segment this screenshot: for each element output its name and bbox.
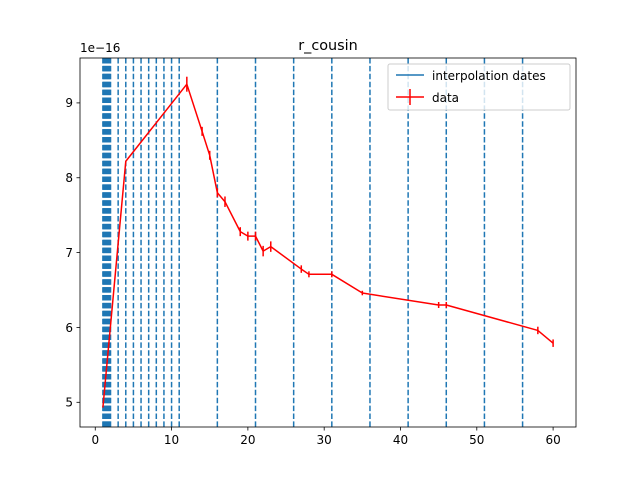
y-tick-label-3: 8 bbox=[65, 171, 73, 185]
x-tick-label-2: 20 bbox=[240, 433, 255, 447]
legend-data-label: data bbox=[432, 91, 459, 105]
x-axis: 0 10 20 30 40 50 60 bbox=[91, 427, 561, 447]
data-series-layer bbox=[102, 76, 554, 408]
y-tick-label-1: 6 bbox=[65, 321, 73, 335]
legend-interpolation-dates-label: interpolation dates bbox=[432, 69, 546, 83]
legend-frame bbox=[387, 63, 571, 111]
legend: interpolation dates data bbox=[387, 63, 571, 111]
data-series-line bbox=[102, 83, 554, 408]
y-tick-label-0: 5 bbox=[65, 396, 73, 410]
x-tick-label-5: 50 bbox=[469, 433, 484, 447]
y-tick-label-2: 7 bbox=[65, 246, 73, 260]
interpolation-dates-layer bbox=[102, 58, 524, 427]
x-tick-label-4: 40 bbox=[393, 433, 408, 447]
x-tick-label-0: 0 bbox=[91, 433, 99, 447]
x-tick-label-1: 10 bbox=[164, 433, 179, 447]
y-axis-offset-text: 1e−16 bbox=[80, 41, 120, 55]
x-tick-label-3: 30 bbox=[317, 433, 332, 447]
y-axis: 5 6 7 8 9 bbox=[65, 96, 80, 410]
plot-area-frame bbox=[79, 57, 577, 428]
y-tick-label-4: 9 bbox=[65, 96, 73, 110]
plot-area-background bbox=[80, 58, 576, 427]
x-tick-label-6: 60 bbox=[545, 433, 560, 447]
chart-title: r_cousin bbox=[298, 38, 358, 54]
